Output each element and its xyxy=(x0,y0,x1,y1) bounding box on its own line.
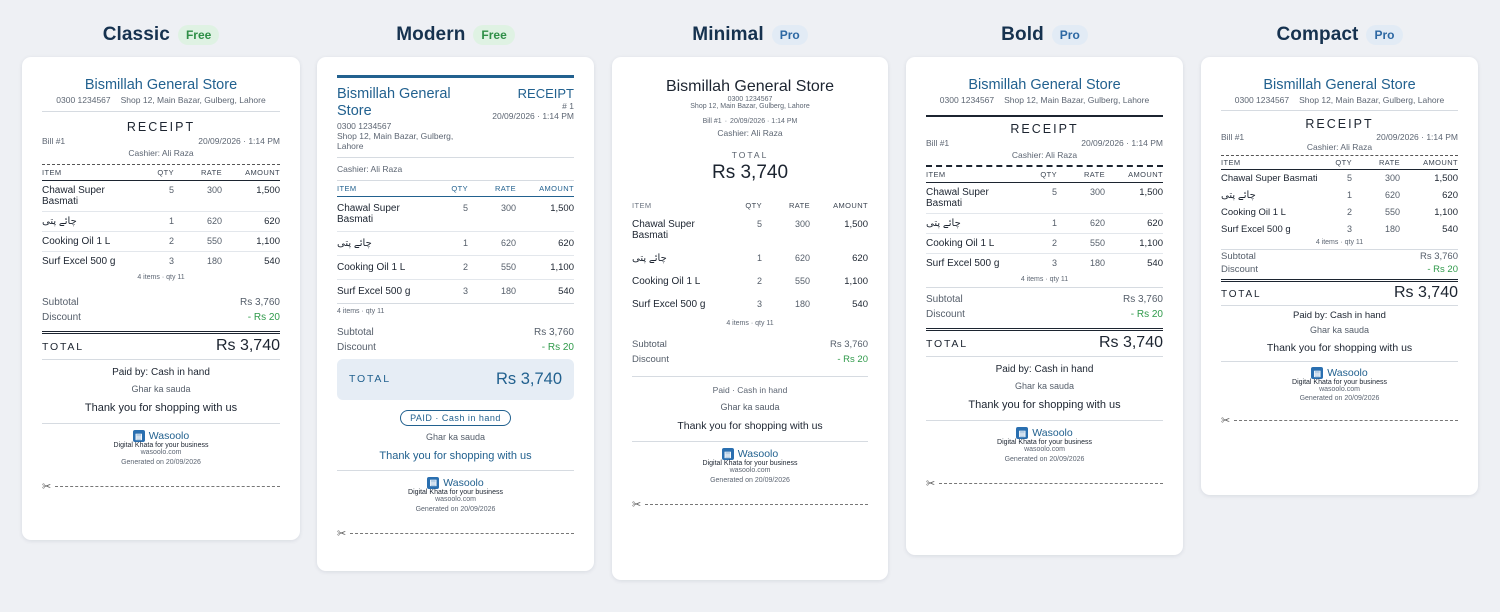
table-row: Surf Excel 500 g 3 180 540 xyxy=(337,278,574,303)
template-name: Classic xyxy=(102,23,170,45)
table-row: Chawal Super Basmati 5 300 1,500 xyxy=(337,202,574,225)
table-row: Surf Excel 500 g 3 180 540 xyxy=(1221,224,1458,235)
note: Ghar ka sauda xyxy=(131,384,191,394)
table-row: Chawal Super Basmati 5 300 1,500 xyxy=(926,187,1163,209)
total-value: Rs 3,740 xyxy=(1098,334,1163,351)
receipt-preview-minimal[interactable]: Bismillah General Store 0300 1234567 Sho… xyxy=(612,57,888,580)
table-row: چائے پتی 1 620 620 xyxy=(337,230,574,255)
thank-you: Thank you for shopping with us xyxy=(84,402,238,414)
receipt-title: RECEIPT xyxy=(517,86,574,101)
tier-badge: Pro xyxy=(1366,24,1403,45)
store-name: Bismillah General Store xyxy=(337,86,451,120)
items-list: Chawal Super Basmati 5 300 1,500 چائے پتی 1 6… xyxy=(42,181,280,271)
table-row: چائے پتی 1 620 620 xyxy=(1221,190,1458,201)
scissors-icon: ✂ xyxy=(926,478,936,490)
paid-badge: PAID · Cash in hand xyxy=(400,409,511,426)
payment-method: Paid by: Cash in hand xyxy=(112,367,210,378)
table-row: Cooking Oil 1 L 2 550 1,100 xyxy=(337,254,574,279)
table-row: چائے پتی 1 620 620 xyxy=(632,253,868,264)
table-row: Cooking Oil 1 L 2 550 1,100 xyxy=(1221,207,1458,218)
items-header: ITEM QTY RATE AMOUNT xyxy=(42,168,280,177)
store-name: Bismillah General Store xyxy=(1263,77,1416,93)
template-header: Compact Pro xyxy=(1201,0,1478,57)
total-value: Rs 3,740 xyxy=(495,369,562,388)
receipt-preview-classic[interactable]: Bismillah General Store 0300 1234567 Sho… xyxy=(22,57,300,540)
template-bold-column: Bold Pro Bismillah General Store 0300 12… xyxy=(906,0,1183,555)
total-value: Rs 3,740 xyxy=(1393,284,1458,301)
store-name: Bismillah General Store xyxy=(968,77,1121,93)
receipt-title: RECEIPT xyxy=(126,120,196,134)
table-row: Cooking Oil 1 L 2 550 1,100 xyxy=(926,233,1163,253)
scissors-icon: ✂ xyxy=(337,527,347,540)
table-row: Cooking Oil 1 L 2 550 1,100 xyxy=(42,231,280,251)
template-name: Minimal xyxy=(692,23,764,45)
tier-badge: Pro xyxy=(1051,24,1088,45)
store-phone: 0300 1234567 xyxy=(56,95,111,105)
store-name: Bismillah General Store xyxy=(84,77,238,93)
template-name: Modern xyxy=(396,23,466,45)
discount-value: - Rs 20 xyxy=(247,312,280,323)
table-row: Surf Excel 500 g 3 180 540 xyxy=(926,253,1163,273)
table-row: Chawal Super Basmati 5 300 1,500 xyxy=(1221,173,1458,184)
table-row: Surf Excel 500 g 3 180 540 xyxy=(632,299,868,310)
table-row: Surf Excel 500 g 3 180 540 xyxy=(42,251,280,271)
receipt-preview-compact[interactable]: Bismillah General Store 0300 1234567 Sho… xyxy=(1201,57,1478,495)
wasoolo-logo-icon: ▤ xyxy=(1016,427,1029,439)
tier-badge: Pro xyxy=(771,24,808,45)
template-compact-column: Compact Pro Bismillah General Store 0300… xyxy=(1201,0,1478,495)
total-value: Rs 3,740 xyxy=(711,162,789,183)
wasoolo-logo-icon: ▤ xyxy=(1311,367,1324,379)
receipt-title: RECEIPT xyxy=(1305,117,1374,131)
table-row: چائے پتی 1 620 620 xyxy=(926,213,1163,233)
table-row: Cooking Oil 1 L 2 550 1,100 xyxy=(632,276,868,287)
wasoolo-logo-icon: ▤ xyxy=(721,448,734,460)
table-row: Chawal Super Basmati 5 300 1,500 xyxy=(42,185,280,207)
scissors-icon: ✂ xyxy=(632,499,642,511)
bill-datetime: 20/09/2026 · 1:14 PM xyxy=(198,136,280,146)
tier-badge: Free xyxy=(177,24,220,45)
template-header: Modern Free xyxy=(317,0,594,57)
store-address: Shop 12, Main Bazar, Gulberg, Lahore xyxy=(120,95,266,105)
bill-number: Bill #1 xyxy=(42,136,66,146)
template-header: Classic Free xyxy=(22,0,300,57)
template-header: Minimal Pro xyxy=(612,0,888,57)
scissors-icon: ✂ xyxy=(1221,415,1231,427)
receipt-preview-modern[interactable]: Bismillah General Store 0300 1234567 Sho… xyxy=(317,57,594,571)
table-row: Chawal Super Basmati 5 300 1,500 xyxy=(632,219,868,241)
table-row: چائے پتی 1 620 620 xyxy=(42,211,280,231)
scissors-icon: ✂ xyxy=(42,481,52,493)
tier-badge: Free xyxy=(473,24,515,45)
template-name: Bold xyxy=(1001,23,1044,45)
items-summary: 4 items · qty 11 xyxy=(137,274,185,281)
total-box: TOTAL Rs 3,740 xyxy=(337,358,574,400)
subtotal-value: Rs 3,760 xyxy=(239,297,280,308)
cashier: Cashier: Ali Raza xyxy=(128,148,194,158)
template-header: Bold Pro xyxy=(906,0,1183,57)
total-value: Rs 3,740 xyxy=(215,337,280,354)
template-modern-column: Modern Free Bismillah General Store 0300… xyxy=(317,0,594,571)
receipt-title: RECEIPT xyxy=(1010,122,1079,136)
wasoolo-logo-icon: ▤ xyxy=(427,476,440,489)
template-classic-column: Classic Free Bismillah General Store 030… xyxy=(22,0,300,540)
store-name: Bismillah General Store xyxy=(665,78,835,95)
template-name: Compact xyxy=(1276,23,1359,45)
template-minimal-column: Minimal Pro Bismillah General Store 0300… xyxy=(612,0,888,580)
wasoolo-logo-icon: ▤ xyxy=(132,430,145,442)
payment-method: Paid · Cash in hand xyxy=(712,385,788,395)
receipt-preview-bold[interactable]: Bismillah General Store 0300 1234567 Sho… xyxy=(906,57,1183,555)
